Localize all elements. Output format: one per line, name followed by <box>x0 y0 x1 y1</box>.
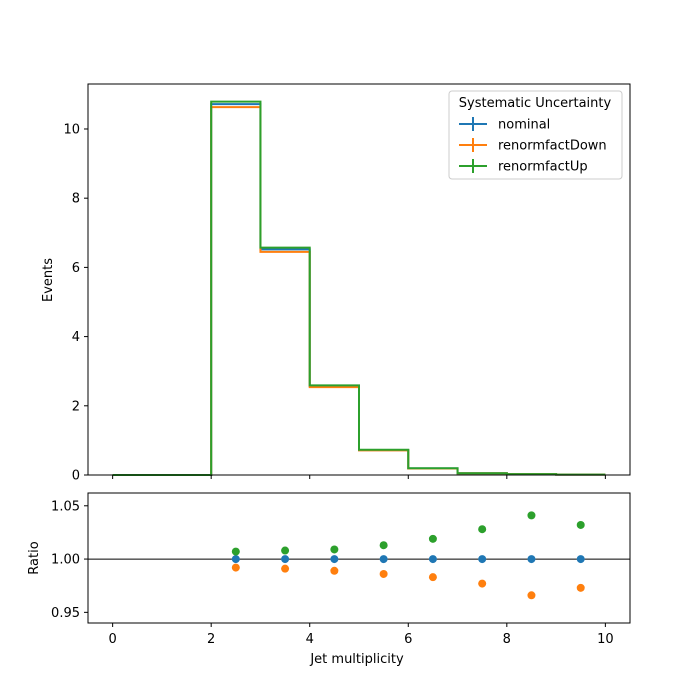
legend-label: renormfactUp <box>498 160 588 175</box>
ratio-point-nominal <box>330 555 339 564</box>
ratio-point-renormfactDown <box>231 563 240 572</box>
top-y-axis-label: Events <box>41 258 56 302</box>
legend-label: renormfactDown <box>498 139 607 154</box>
top-y-tick-label: 8 <box>72 192 80 207</box>
x-tick-label: 4 <box>306 632 314 647</box>
ratio-point-renormfactUp <box>527 511 536 520</box>
ratio-marks <box>88 511 630 600</box>
bottom-y-tick-label: 1.00 <box>51 553 80 568</box>
ratio-point-renormfactUp <box>231 547 240 556</box>
x-tick-label: 2 <box>207 632 215 647</box>
top-y-tick-label: 6 <box>72 261 80 276</box>
top-y-tick-label: 10 <box>63 122 80 137</box>
ratio-point-nominal <box>281 555 290 564</box>
top-panel: 0 2 4 6 8 10 Events Systematic Uncertainty no… <box>41 83 631 484</box>
ratio-point-nominal <box>231 555 240 564</box>
ratio-point-nominal <box>576 555 585 564</box>
ratio-point-nominal <box>379 555 388 564</box>
ratio-point-renormfactUp <box>281 546 290 555</box>
top-axes-frame <box>87 83 631 476</box>
ratio-point-nominal <box>478 555 487 564</box>
top-y-tick-label: 4 <box>72 330 80 345</box>
bottom-x-ticks: 0 2 4 6 8 10 <box>108 623 614 647</box>
legend-entries: nominal renormfactDown renormfactUp <box>459 117 607 175</box>
ratio-point-renormfactDown <box>330 566 339 575</box>
bottom-panel: 0.95 1.00 1.05 0 2 4 6 8 10 Ratio Jet multiplic… <box>27 492 631 667</box>
ratio-point-renormfactUp <box>478 525 487 534</box>
legend-entry-nominal: nominal <box>459 117 550 133</box>
ratio-point-renormfactUp <box>576 520 585 529</box>
ratio-point-renormfactUp <box>330 545 339 554</box>
ratio-point-renormfactDown <box>428 573 437 582</box>
top-y-ticks: 0 2 4 6 8 10 <box>63 122 88 484</box>
top-y-tick-label: 0 <box>72 469 80 484</box>
ratio-point-nominal <box>527 555 536 564</box>
ratio-point-renormfactUp <box>428 534 437 543</box>
ratio-point-renormfactDown <box>281 564 290 573</box>
bottom-axes-frame <box>87 492 631 624</box>
bottom-y-ticks: 0.95 1.00 1.05 <box>51 499 88 621</box>
legend: Systematic Uncertainty nominal renormfact… <box>448 90 623 180</box>
ratio-point-nominal <box>428 555 437 564</box>
bottom-y-axis-label: Ratio <box>27 541 42 574</box>
bottom-y-tick-label: 0.95 <box>51 606 80 621</box>
x-axis-label: Jet multiplicity <box>309 652 404 667</box>
legend-label: nominal <box>498 118 550 133</box>
ratio-point-renormfactDown <box>527 591 536 600</box>
x-tick-label: 8 <box>503 632 511 647</box>
bottom-y-tick-label: 1.05 <box>51 499 80 514</box>
top-y-tick-label: 2 <box>72 399 80 414</box>
ratio-point-renormfactDown <box>478 579 487 588</box>
legend-title: Systematic Uncertainty <box>459 96 612 111</box>
ratio-point-renormfactUp <box>379 541 388 550</box>
histogram-renormfactUp <box>112 100 606 476</box>
ratio-point-renormfactDown <box>576 583 585 592</box>
legend-entry-renormfactUp: renormfactUp <box>459 159 588 175</box>
ratio-point-renormfactDown <box>379 569 388 578</box>
legend-box <box>448 90 623 180</box>
top-x-ticks <box>112 475 606 479</box>
top-histogram-marks <box>112 100 606 476</box>
x-tick-label: 6 <box>404 632 412 647</box>
x-tick-label: 0 <box>108 632 116 647</box>
legend-entry-renormfactDown: renormfactDown <box>459 138 607 154</box>
x-tick-label: 10 <box>597 632 614 647</box>
